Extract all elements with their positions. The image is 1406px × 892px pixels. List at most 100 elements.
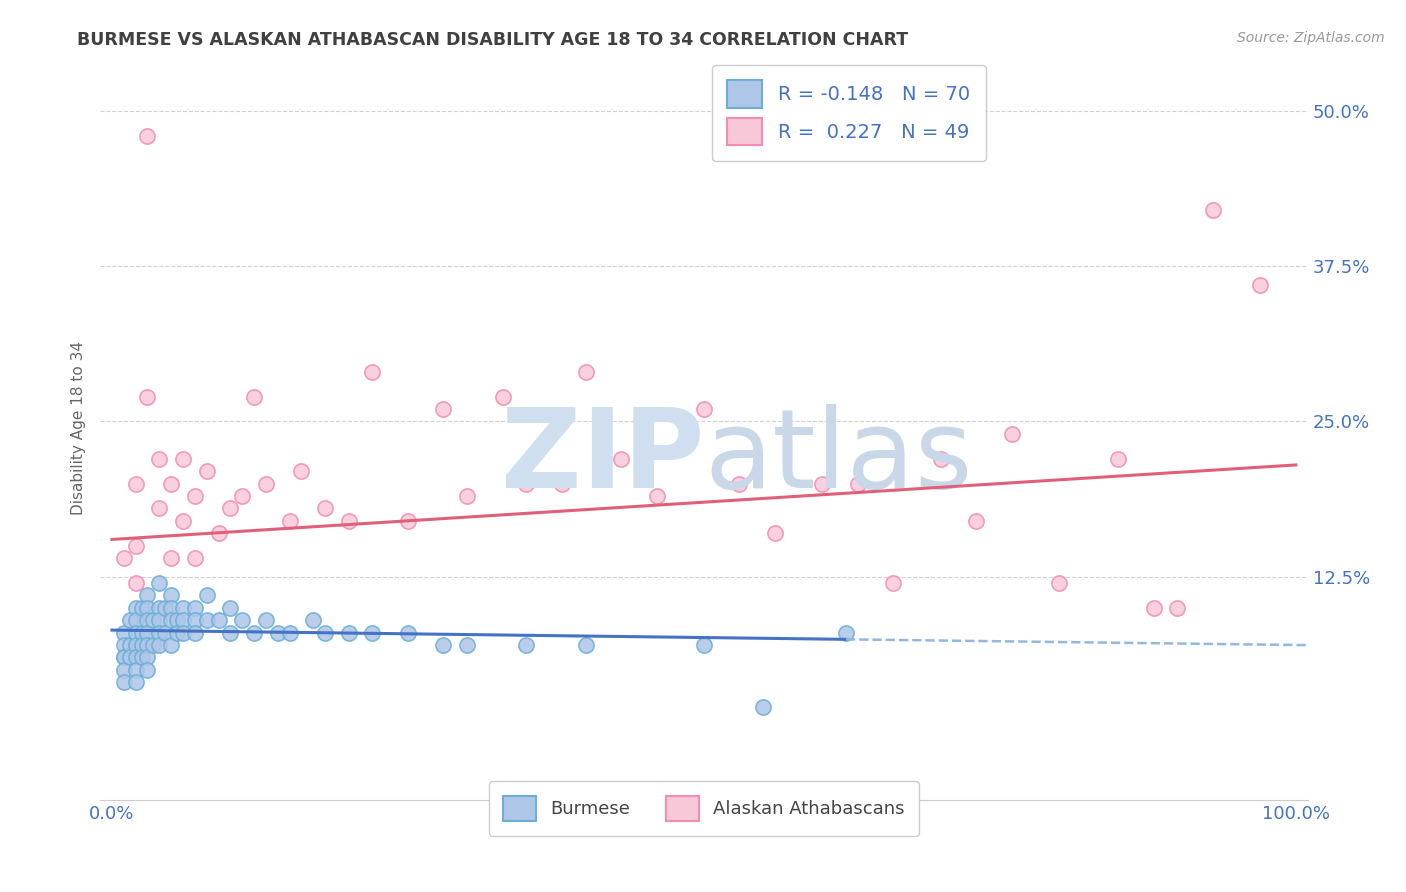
- Point: [396, 514, 419, 528]
- Point: [166, 625, 188, 640]
- Point: [112, 663, 135, 677]
- Text: Source: ZipAtlas.com: Source: ZipAtlas.com: [1237, 31, 1385, 45]
- Point: [254, 476, 277, 491]
- Point: [112, 638, 135, 652]
- Point: [136, 638, 159, 652]
- Point: [124, 625, 146, 640]
- Point: [1202, 203, 1225, 218]
- Y-axis label: Disability Age 18 to 34: Disability Age 18 to 34: [72, 341, 86, 515]
- Point: [361, 625, 384, 640]
- Point: [124, 638, 146, 652]
- Point: [195, 613, 218, 627]
- Point: [142, 613, 165, 627]
- Point: [515, 638, 537, 652]
- Point: [118, 650, 141, 665]
- Point: [136, 588, 159, 602]
- Point: [155, 625, 177, 640]
- Point: [184, 551, 207, 566]
- Text: BURMESE VS ALASKAN ATHABASCAN DISABILITY AGE 18 TO 34 CORRELATION CHART: BURMESE VS ALASKAN ATHABASCAN DISABILITY…: [77, 31, 908, 49]
- Point: [610, 451, 633, 466]
- Point: [763, 526, 786, 541]
- Point: [337, 514, 360, 528]
- Point: [278, 625, 301, 640]
- Point: [148, 638, 170, 652]
- Point: [172, 625, 194, 640]
- Point: [1143, 600, 1166, 615]
- Point: [160, 551, 183, 566]
- Point: [124, 575, 146, 590]
- Point: [243, 390, 266, 404]
- Point: [118, 613, 141, 627]
- Point: [184, 489, 207, 503]
- Point: [131, 625, 153, 640]
- Point: [965, 514, 987, 528]
- Point: [243, 625, 266, 640]
- Point: [1001, 426, 1024, 441]
- Point: [278, 514, 301, 528]
- Point: [1249, 277, 1271, 292]
- Point: [136, 128, 159, 143]
- Point: [290, 464, 312, 478]
- Point: [112, 650, 135, 665]
- Point: [131, 650, 153, 665]
- Point: [148, 600, 170, 615]
- Point: [929, 451, 952, 466]
- Point: [172, 613, 194, 627]
- Point: [136, 613, 159, 627]
- Point: [693, 402, 716, 417]
- Point: [835, 625, 858, 640]
- Point: [131, 638, 153, 652]
- Point: [155, 600, 177, 615]
- Point: [515, 476, 537, 491]
- Point: [551, 476, 574, 491]
- Point: [219, 625, 242, 640]
- Point: [148, 451, 170, 466]
- Point: [361, 365, 384, 379]
- Point: [136, 625, 159, 640]
- Point: [148, 501, 170, 516]
- Point: [124, 650, 146, 665]
- Point: [112, 650, 135, 665]
- Point: [160, 588, 183, 602]
- Point: [166, 613, 188, 627]
- Point: [131, 600, 153, 615]
- Point: [118, 638, 141, 652]
- Point: [112, 675, 135, 690]
- Legend: Burmese, Alaskan Athabascans: Burmese, Alaskan Athabascans: [489, 781, 920, 836]
- Point: [160, 600, 183, 615]
- Point: [456, 638, 478, 652]
- Point: [693, 638, 716, 652]
- Point: [136, 650, 159, 665]
- Point: [136, 663, 159, 677]
- Point: [491, 390, 513, 404]
- Point: [124, 600, 146, 615]
- Point: [1047, 575, 1070, 590]
- Point: [136, 600, 159, 615]
- Point: [254, 613, 277, 627]
- Point: [172, 514, 194, 528]
- Point: [645, 489, 668, 503]
- Point: [574, 365, 596, 379]
- Point: [124, 663, 146, 677]
- Point: [752, 700, 775, 714]
- Point: [148, 613, 170, 627]
- Point: [124, 675, 146, 690]
- Point: [184, 625, 207, 640]
- Point: [1166, 600, 1188, 615]
- Point: [124, 476, 146, 491]
- Point: [184, 600, 207, 615]
- Point: [160, 613, 183, 627]
- Point: [219, 501, 242, 516]
- Point: [124, 539, 146, 553]
- Point: [1107, 451, 1129, 466]
- Text: atlas: atlas: [704, 404, 973, 511]
- Point: [432, 638, 454, 652]
- Point: [314, 625, 336, 640]
- Point: [207, 613, 229, 627]
- Point: [142, 638, 165, 652]
- Point: [846, 476, 869, 491]
- Point: [184, 613, 207, 627]
- Point: [728, 476, 751, 491]
- Point: [811, 476, 834, 491]
- Point: [219, 600, 242, 615]
